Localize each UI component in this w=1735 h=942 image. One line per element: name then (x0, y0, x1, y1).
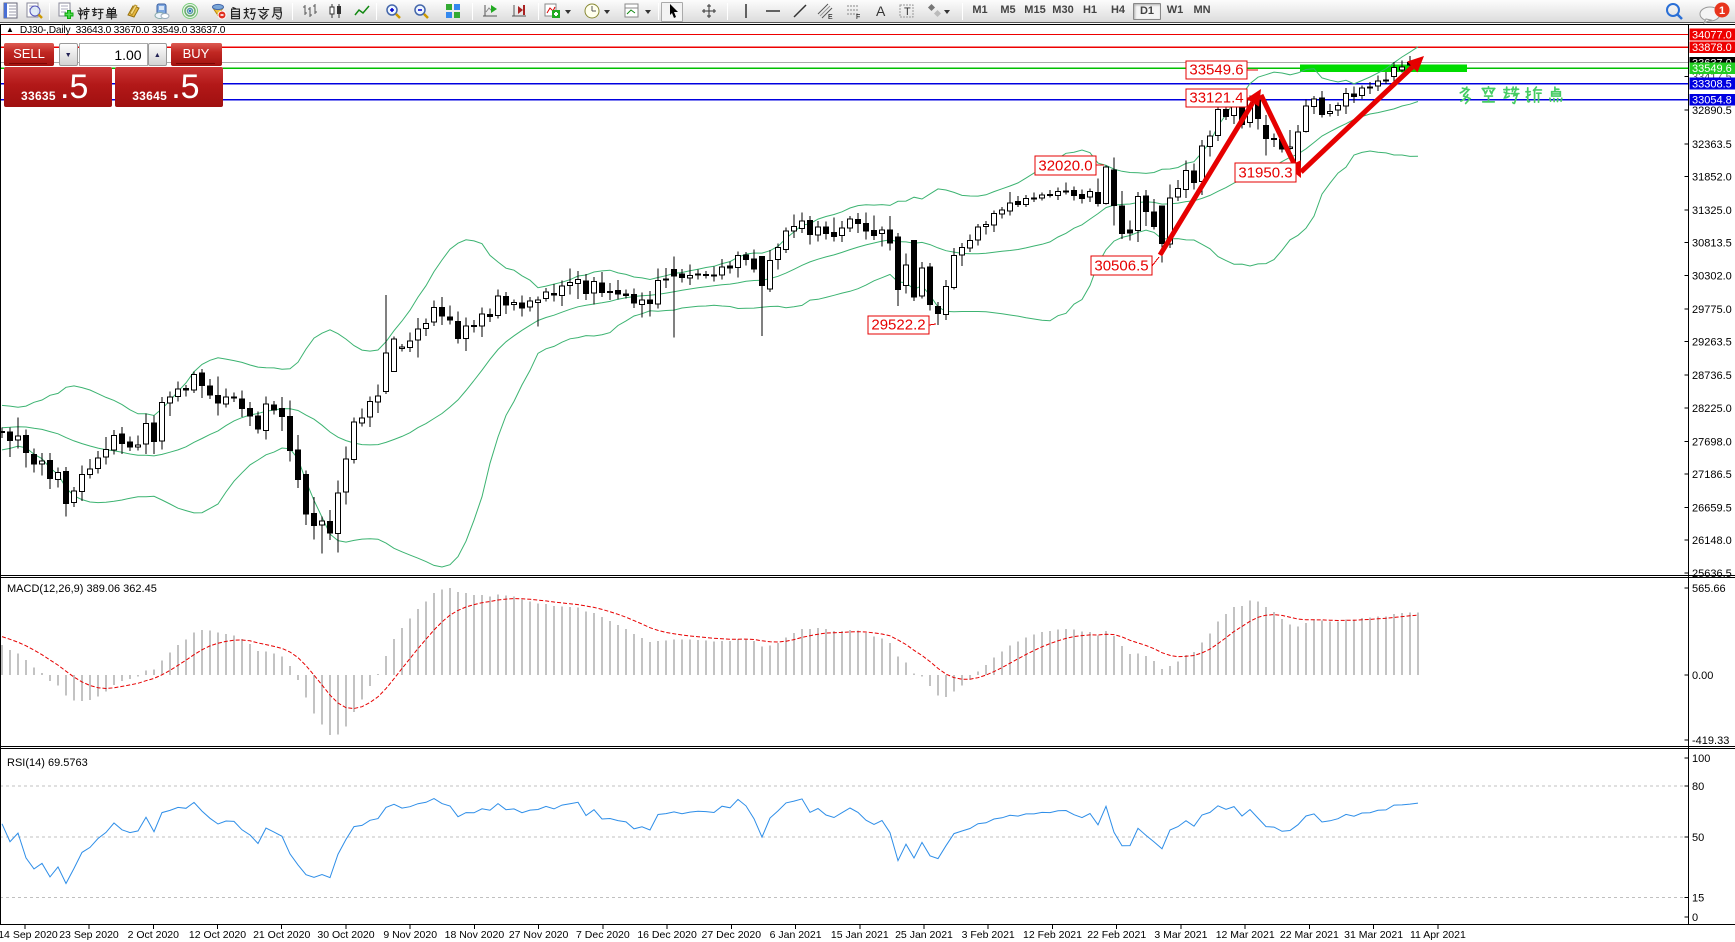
svg-text:50: 50 (1692, 832, 1704, 844)
svg-text:33549.6: 33549.6 (1189, 62, 1243, 79)
svg-text:33121.4: 33121.4 (1189, 90, 1243, 107)
svg-text:6 Jan 2021: 6 Jan 2021 (770, 929, 822, 941)
svg-text:16 Dec 2020: 16 Dec 2020 (637, 929, 697, 941)
svg-text:30813.5: 30813.5 (1692, 238, 1732, 250)
svg-text:32020.0: 32020.0 (1038, 158, 1092, 175)
svg-text:33054.8: 33054.8 (1692, 95, 1732, 107)
svg-text:28736.5: 28736.5 (1692, 370, 1732, 382)
svg-text:28225.0: 28225.0 (1692, 403, 1732, 415)
svg-text:31852.0: 31852.0 (1692, 171, 1732, 183)
svg-text:F: F (856, 14, 860, 20)
svg-text:E: E (828, 14, 833, 20)
svg-text:34077.0: 34077.0 (1692, 30, 1732, 42)
svg-text:RSI(14) 69.5763: RSI(14) 69.5763 (7, 757, 88, 769)
svg-text:33878.0: 33878.0 (1692, 42, 1732, 54)
svg-text:27186.5: 27186.5 (1692, 469, 1732, 481)
svg-text:33549.6: 33549.6 (1692, 63, 1732, 75)
svg-text:26659.5: 26659.5 (1692, 503, 1732, 515)
svg-text:29522.2: 29522.2 (871, 317, 925, 334)
svg-text:31950.3: 31950.3 (1238, 165, 1292, 182)
svg-text:15: 15 (1692, 892, 1704, 904)
svg-text:14 Sep 2020: 14 Sep 2020 (0, 929, 58, 941)
svg-text:30506.5: 30506.5 (1094, 258, 1148, 275)
svg-text:12 Mar 2021: 12 Mar 2021 (1216, 929, 1275, 941)
svg-text:33308.5: 33308.5 (1692, 79, 1732, 91)
svg-text:565.66: 565.66 (1692, 583, 1726, 595)
svg-text:32363.5: 32363.5 (1692, 139, 1732, 151)
svg-text:30302.0: 30302.0 (1692, 270, 1732, 282)
svg-text:A: A (876, 3, 886, 19)
svg-text:29263.5: 29263.5 (1692, 337, 1732, 349)
svg-text:80: 80 (1692, 781, 1704, 793)
svg-text:31 Mar 2021: 31 Mar 2021 (1344, 929, 1403, 941)
svg-text:27698.0: 27698.0 (1692, 436, 1732, 448)
svg-text:9 Nov 2020: 9 Nov 2020 (383, 929, 437, 941)
svg-text:26148.0: 26148.0 (1692, 535, 1732, 547)
svg-text:1: 1 (1719, 5, 1725, 17)
svg-text:25636.5: 25636.5 (1692, 568, 1732, 580)
svg-text:22 Feb 2021: 22 Feb 2021 (1087, 929, 1146, 941)
svg-text:29775.0: 29775.0 (1692, 304, 1732, 316)
svg-text:2 Oct 2020: 2 Oct 2020 (128, 929, 180, 941)
svg-text:3 Mar 2021: 3 Mar 2021 (1154, 929, 1207, 941)
svg-text:11 Apr 2021: 11 Apr 2021 (1410, 929, 1466, 941)
svg-text:MACD(12,26,9) 389.06 362.45: MACD(12,26,9) 389.06 362.45 (7, 583, 157, 595)
svg-text:18 Nov 2020: 18 Nov 2020 (445, 929, 505, 941)
svg-text:T: T (904, 6, 911, 18)
svg-text:12 Oct 2020: 12 Oct 2020 (189, 929, 246, 941)
svg-text:32890.5: 32890.5 (1692, 105, 1732, 117)
svg-text:27 Dec 2020: 27 Dec 2020 (702, 929, 762, 941)
svg-text:12 Feb 2021: 12 Feb 2021 (1023, 929, 1082, 941)
svg-text:22 Mar 2021: 22 Mar 2021 (1280, 929, 1339, 941)
svg-text:100: 100 (1692, 753, 1710, 765)
svg-text:7 Dec 2020: 7 Dec 2020 (576, 929, 630, 941)
svg-text:3 Feb 2021: 3 Feb 2021 (962, 929, 1015, 941)
svg-text:27 Nov 2020: 27 Nov 2020 (509, 929, 569, 941)
svg-text:21 Oct 2020: 21 Oct 2020 (253, 929, 310, 941)
svg-text:25 Jan 2021: 25 Jan 2021 (895, 929, 953, 941)
svg-text:31325.0: 31325.0 (1692, 205, 1732, 217)
svg-text:23 Sep 2020: 23 Sep 2020 (59, 929, 119, 941)
svg-text:15 Jan 2021: 15 Jan 2021 (831, 929, 889, 941)
svg-text:30 Oct 2020: 30 Oct 2020 (317, 929, 374, 941)
svg-text:-419.33: -419.33 (1692, 735, 1729, 747)
svg-text:0.00: 0.00 (1692, 670, 1713, 682)
svg-text:0: 0 (1692, 912, 1698, 924)
